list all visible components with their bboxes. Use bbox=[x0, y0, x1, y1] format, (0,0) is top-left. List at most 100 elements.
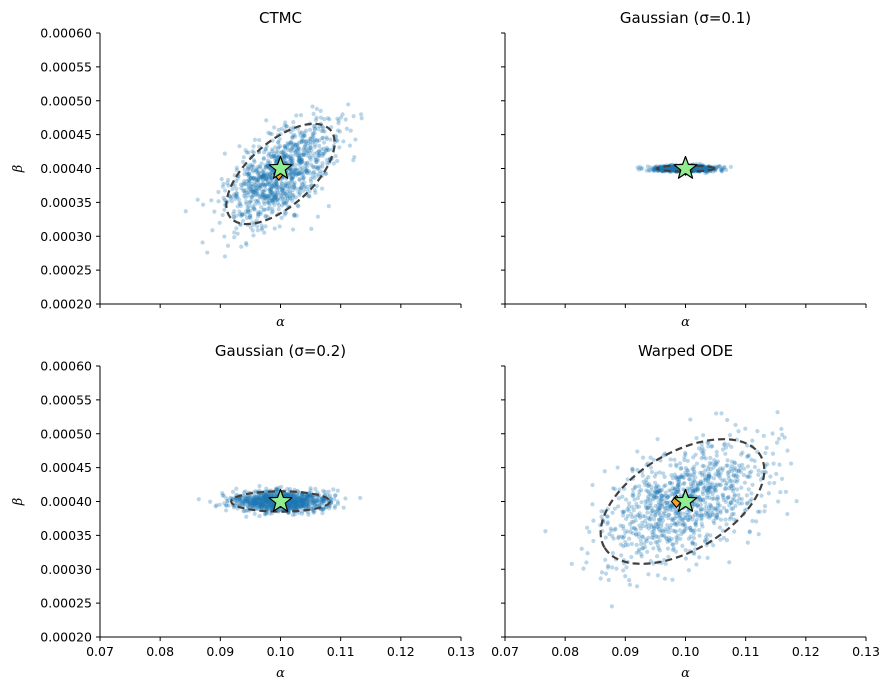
scatter-point bbox=[267, 182, 272, 187]
scatter-point bbox=[310, 500, 316, 506]
scatter-point bbox=[676, 479, 681, 485]
scatter-point bbox=[251, 176, 256, 181]
scatter-point bbox=[234, 186, 239, 192]
scatter-point bbox=[320, 510, 325, 516]
scatter-point bbox=[261, 168, 267, 173]
scatter-point bbox=[256, 503, 261, 509]
scatter-point bbox=[747, 470, 752, 475]
scatter-point bbox=[286, 491, 291, 496]
scatter-point bbox=[291, 501, 296, 506]
scatter-point bbox=[270, 198, 275, 203]
scatter-point bbox=[667, 535, 672, 540]
scatter-point bbox=[274, 487, 279, 492]
scatter-point bbox=[263, 496, 269, 501]
scatter-point bbox=[256, 198, 261, 203]
scatter-point bbox=[543, 529, 548, 534]
scatter-point bbox=[729, 506, 734, 511]
scatter-point bbox=[721, 535, 726, 541]
scatter-point bbox=[641, 479, 646, 484]
scatter-point bbox=[262, 230, 267, 235]
scatter-point bbox=[701, 448, 706, 453]
scatter-point bbox=[301, 499, 306, 504]
scatter-point bbox=[659, 165, 664, 170]
scatter-point bbox=[285, 197, 290, 202]
scatter-point bbox=[261, 189, 266, 194]
scatter-point bbox=[643, 519, 648, 524]
scatter-point bbox=[245, 193, 250, 198]
scatter-point bbox=[669, 166, 674, 171]
scatter-point bbox=[287, 183, 292, 188]
scatter-point bbox=[257, 195, 263, 200]
scatter-point bbox=[267, 191, 272, 196]
scatter-point bbox=[217, 220, 222, 225]
scatter-point bbox=[734, 468, 739, 473]
scatter-point bbox=[293, 168, 298, 173]
scatter-point bbox=[306, 494, 311, 499]
scatter-point bbox=[695, 486, 700, 491]
scatter-point bbox=[684, 510, 689, 515]
scatter-point bbox=[300, 499, 305, 504]
scatter-point bbox=[256, 495, 262, 501]
scatter-point bbox=[715, 515, 720, 520]
scatter-point bbox=[296, 171, 301, 177]
scatter-point bbox=[314, 159, 319, 165]
scatter-point bbox=[200, 240, 205, 245]
scatter-point bbox=[599, 509, 604, 514]
scatter-point bbox=[244, 190, 249, 195]
scatter-point bbox=[656, 487, 661, 493]
scatter-point bbox=[717, 503, 723, 508]
scatter-point bbox=[311, 171, 316, 176]
scatter-point bbox=[325, 116, 331, 121]
scatter-point bbox=[245, 494, 251, 499]
scatter-point bbox=[261, 497, 266, 503]
scatter-point bbox=[653, 494, 658, 499]
scatter-point bbox=[296, 505, 301, 510]
scatter-point bbox=[290, 500, 295, 505]
scatter-point bbox=[754, 519, 759, 524]
scatter-point bbox=[322, 129, 327, 134]
scatter-point bbox=[255, 500, 260, 506]
scatter-point bbox=[731, 511, 736, 516]
scatter-point bbox=[286, 503, 292, 508]
scatter-point bbox=[274, 184, 279, 189]
scatter-point bbox=[297, 160, 303, 165]
scatter-point bbox=[247, 199, 253, 204]
scatter-point bbox=[292, 495, 297, 500]
scatter-point bbox=[755, 449, 760, 454]
scatter-point bbox=[246, 207, 251, 213]
scatter-point bbox=[694, 486, 699, 491]
scatter-point bbox=[678, 493, 684, 498]
scatter-point bbox=[674, 514, 679, 519]
scatter-point bbox=[311, 510, 316, 515]
scatter-point bbox=[665, 539, 670, 544]
scatter-point bbox=[694, 166, 699, 172]
scatter-point bbox=[633, 484, 638, 489]
scatter-point bbox=[659, 165, 664, 171]
scatter-point bbox=[684, 526, 689, 531]
scatter-point bbox=[317, 153, 322, 159]
scatter-point bbox=[313, 503, 318, 508]
scatter-point bbox=[291, 506, 296, 511]
scatter-point bbox=[640, 546, 645, 551]
scatter-point bbox=[243, 188, 248, 193]
scatter-point bbox=[301, 133, 306, 138]
scatter-point bbox=[261, 177, 266, 183]
scatter-point bbox=[295, 144, 300, 149]
scatter-point bbox=[244, 242, 249, 247]
scatter-point bbox=[287, 155, 292, 160]
scatter-point bbox=[312, 137, 318, 142]
scatter-point bbox=[290, 160, 295, 165]
scatter-point bbox=[284, 124, 289, 129]
scatter-point bbox=[313, 499, 318, 504]
scatter-point bbox=[703, 167, 709, 172]
scatter-point bbox=[293, 143, 298, 148]
subplot-3: 0.07 0.08 0.09 0.10 0.11 0.12 0.130.000200.000… bbox=[11, 342, 475, 681]
scatter-point bbox=[670, 528, 676, 533]
scatter-point bbox=[652, 489, 658, 494]
scatter-point bbox=[730, 496, 735, 502]
scatter-point bbox=[666, 513, 671, 518]
scatter-point bbox=[263, 193, 268, 198]
scatter-point bbox=[263, 496, 268, 501]
scatter-point bbox=[291, 506, 296, 511]
scatter-point bbox=[752, 464, 758, 470]
